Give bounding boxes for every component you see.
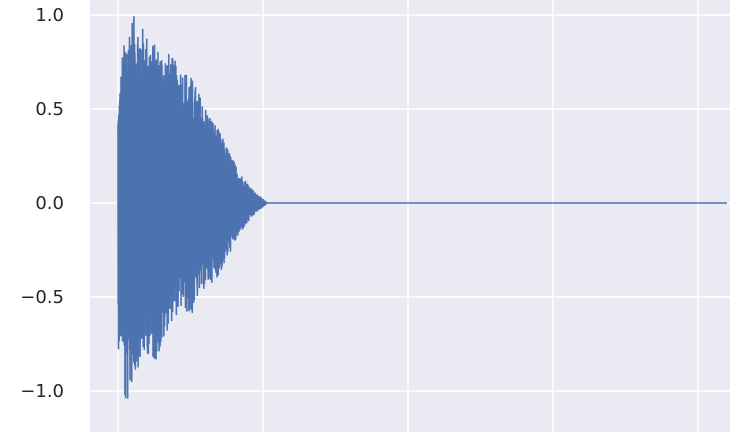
y-tick-label-0: 1.0 — [35, 5, 64, 26]
y-tick-label-1: 0.5 — [35, 99, 64, 120]
y-axis: 1.0 0.5 0.0 −0.5 −1.0 — [20, 5, 64, 402]
y-tick-label-4: −1.0 — [20, 381, 64, 402]
waveform-series-0 — [117, 16, 727, 399]
y-tick-label-2: 0.0 — [35, 193, 64, 214]
series-layer — [117, 16, 727, 399]
y-tick-label-3: −0.5 — [20, 287, 64, 308]
